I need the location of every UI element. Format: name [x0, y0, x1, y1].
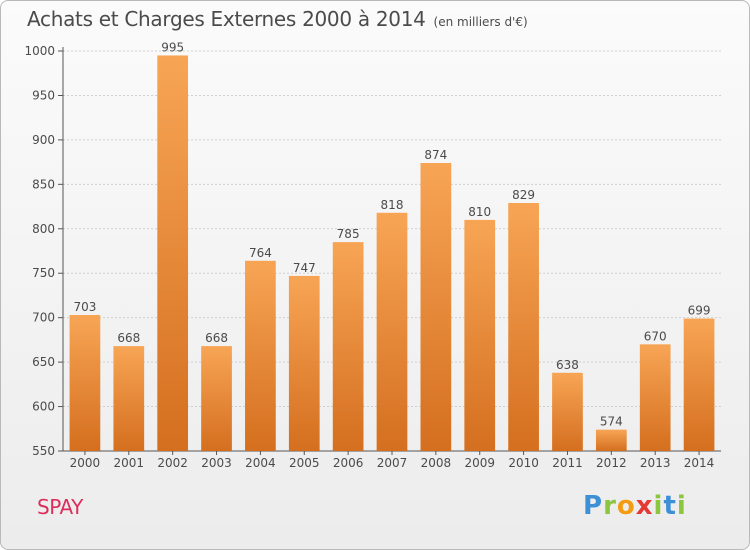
y-tick-label: 750: [32, 266, 55, 280]
y-tick-label: 550: [32, 444, 55, 458]
bar: [113, 346, 145, 451]
logo-letter: r: [603, 491, 617, 521]
y-tick-label: 600: [32, 400, 55, 414]
bar: [683, 318, 715, 451]
x-tick-label: 2000: [70, 456, 101, 470]
y-tick-label: 950: [32, 88, 55, 102]
bar-value-label: 574: [600, 415, 623, 429]
x-tick-label: 2006: [333, 456, 364, 470]
bar: [508, 203, 539, 451]
bar-value-label: 668: [205, 331, 228, 345]
bar: [201, 346, 232, 451]
x-tick-label: 2001: [114, 456, 145, 470]
bar-value-label: 818: [381, 198, 404, 212]
logo-letter: t: [663, 491, 677, 521]
chart-title: Achats et Charges Externes 2000 à 2014 (e…: [27, 7, 528, 31]
bar-value-label: 829: [512, 188, 535, 202]
logo-letter: i: [653, 491, 664, 521]
bar: [157, 55, 189, 451]
chart-subtitle: (en milliers d'€): [433, 15, 528, 29]
x-tick-label: 2012: [596, 456, 627, 470]
x-tick-label: 2003: [201, 456, 232, 470]
commune-name: SPAY: [37, 495, 83, 519]
bar: [69, 315, 101, 451]
bar: [376, 212, 408, 451]
x-tick-label: 2004: [245, 456, 276, 470]
y-tick-label: 900: [32, 133, 55, 147]
x-tick-label: 2013: [640, 456, 671, 470]
bar: [464, 219, 496, 451]
bar: [552, 372, 583, 451]
x-tick-label: 2005: [289, 456, 320, 470]
x-tick-label: 2008: [421, 456, 452, 470]
bar-value-label: 638: [556, 358, 579, 372]
bar-value-label: 785: [337, 227, 360, 241]
x-tick-label: 2009: [464, 456, 495, 470]
y-tick-label: 1000: [24, 44, 55, 58]
y-tick-label: 700: [32, 311, 55, 325]
bar-value-label: 764: [249, 246, 272, 260]
bar-value-label: 703: [73, 300, 96, 314]
x-tick-label: 2002: [157, 456, 188, 470]
bar: [332, 242, 364, 451]
bar: [639, 344, 671, 451]
bar-value-label: 874: [424, 148, 447, 162]
bar-value-label: 668: [117, 331, 140, 345]
bar-value-label: 810: [468, 205, 491, 219]
bar-value-label: 747: [293, 261, 316, 275]
y-tick-label: 650: [32, 355, 55, 369]
logo-letter: x: [635, 491, 654, 521]
x-tick-label: 2011: [552, 456, 583, 470]
bar: [595, 429, 627, 451]
bar: [245, 260, 276, 451]
x-tick-label: 2010: [508, 456, 539, 470]
bar: [420, 163, 452, 451]
x-tick-label: 2014: [684, 456, 715, 470]
x-tick-label: 2007: [377, 456, 408, 470]
logo-letter: P: [583, 491, 604, 521]
bar-value-label: 670: [644, 329, 667, 343]
bar-value-label: 699: [688, 304, 711, 318]
bar-value-label: 995: [161, 40, 184, 54]
y-tick-label: 800: [32, 222, 55, 236]
bar: [288, 275, 320, 451]
proxiti-logo: Proxiti: [583, 491, 687, 521]
chart-title-text: Achats et Charges Externes 2000 à 2014: [27, 7, 426, 31]
logo-letter: o: [616, 491, 636, 521]
logo-letter: i: [676, 491, 687, 521]
y-tick-label: 850: [32, 177, 55, 191]
